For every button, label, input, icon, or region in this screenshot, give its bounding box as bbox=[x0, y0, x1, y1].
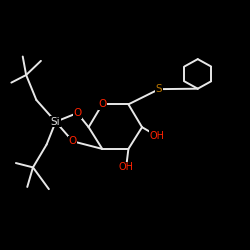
Text: O: O bbox=[98, 99, 106, 109]
Text: S: S bbox=[156, 84, 162, 94]
Text: O: O bbox=[73, 108, 82, 118]
Text: O: O bbox=[68, 136, 77, 146]
Text: Si: Si bbox=[51, 117, 60, 127]
Text: OH: OH bbox=[119, 162, 134, 172]
Text: OH: OH bbox=[149, 131, 164, 141]
